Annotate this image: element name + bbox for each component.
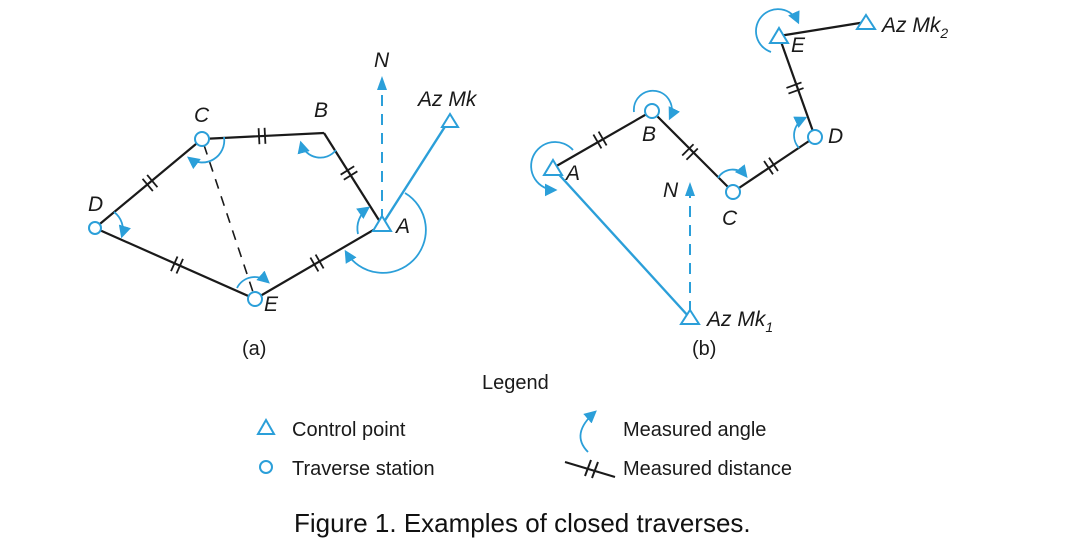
azimuth-mark-1-label: Az Mk1 bbox=[705, 308, 773, 335]
figure-caption: Figure 1. Examples of closed traverses. bbox=[294, 508, 751, 538]
sublabel-a: (a) bbox=[242, 338, 266, 360]
traverse-station-icon-b-b bbox=[644, 103, 660, 119]
legend-label-traverse-station: Traverse station bbox=[292, 458, 435, 480]
leg-b-b-c bbox=[651, 110, 734, 193]
station-label-b-b: B bbox=[642, 123, 656, 146]
double-tick-icon bbox=[564, 459, 616, 479]
traverse-legs-a bbox=[94, 131, 383, 301]
angle-arc-icon-b-c bbox=[717, 164, 748, 179]
angle-arc-icon-d bbox=[113, 211, 131, 239]
angle-arc-icon-b-d bbox=[793, 116, 808, 149]
angle-arc-icon-b-b bbox=[633, 89, 681, 121]
station-label-b-d: D bbox=[828, 125, 843, 148]
legend-label-control-point: Control point bbox=[292, 419, 406, 441]
traverse-station-icon-a-d bbox=[88, 221, 102, 235]
legend-label-measured-angle: Measured angle bbox=[623, 419, 766, 441]
leg-b-e-azmk2 bbox=[778, 20, 867, 38]
triangle-icon bbox=[256, 417, 276, 435]
diagram-b: N A B C D E Az Mk1 Az Mk2 (b) bbox=[530, 8, 948, 360]
station-label-a-a: A bbox=[394, 215, 410, 238]
legend-title: Legend bbox=[482, 372, 549, 394]
control-point-icon-b-e bbox=[768, 26, 790, 44]
angle-arc-icon-e bbox=[236, 270, 270, 289]
station-label-b-c: C bbox=[722, 207, 738, 230]
azimuth-line-a bbox=[380, 124, 448, 226]
station-label-a-c: C bbox=[194, 104, 210, 127]
angle-arc-icon-b bbox=[297, 140, 337, 159]
legend: Legend Control point Traverse station Me… bbox=[256, 372, 792, 480]
north-arrow-icon-b bbox=[685, 182, 695, 196]
sublabel-b: (b) bbox=[692, 338, 716, 360]
diagonal-c-e bbox=[203, 144, 254, 293]
traverse-station-icon-a-e bbox=[247, 291, 263, 307]
traverse-station-icon-a-c bbox=[194, 131, 210, 147]
diagram-a: N Az Mk A B C D E (a) bbox=[88, 49, 478, 360]
angle-arcs-b bbox=[530, 8, 808, 197]
leg-b-d-e bbox=[777, 35, 817, 138]
azimuth-mark-2-label: Az Mk2 bbox=[880, 14, 948, 41]
traverse-legs-b bbox=[552, 20, 867, 193]
station-label-a-b: B bbox=[314, 99, 328, 122]
station-label-b-e: E bbox=[791, 34, 806, 57]
traverse-station-icon-b-c bbox=[725, 184, 741, 200]
leg-b-c bbox=[201, 131, 325, 141]
control-point-icon-azmk1 bbox=[679, 308, 701, 325]
legend-label-measured-distance: Measured distance bbox=[623, 458, 792, 480]
distance-ticks-a bbox=[141, 127, 358, 274]
circle-icon bbox=[259, 460, 273, 474]
angle-arcs-a bbox=[113, 136, 427, 289]
control-point-icon-a-station-a bbox=[371, 214, 393, 232]
control-point-icon-azmk2 bbox=[855, 13, 877, 30]
traverse-station-icon-b-d bbox=[807, 129, 823, 145]
leg-a-b bbox=[323, 132, 383, 226]
station-label-a-e: E bbox=[264, 293, 279, 316]
north-label-b: N bbox=[663, 179, 679, 202]
azimuth-line-b1 bbox=[552, 167, 691, 319]
curved-arrow-icon bbox=[579, 410, 597, 453]
angle-arc-icon-c bbox=[186, 136, 226, 170]
angle-arc-icon-a-small bbox=[356, 206, 371, 235]
north-arrow-icon-a bbox=[377, 76, 387, 90]
angle-arc-icon-a-big bbox=[344, 192, 427, 274]
azimuth-mark-label-a: Az Mk bbox=[416, 88, 478, 111]
north-label-a: N bbox=[374, 49, 390, 72]
station-label-b-a: A bbox=[564, 162, 580, 185]
angle-arc-icon-b-e bbox=[755, 8, 800, 53]
control-point-icon-b-a bbox=[542, 158, 564, 176]
distance-ticks-b bbox=[592, 81, 804, 175]
station-label-a-d: D bbox=[88, 193, 103, 216]
angle-arc-icon-b-a bbox=[530, 141, 574, 197]
leg-e-a bbox=[254, 224, 383, 300]
leg-c-d bbox=[94, 138, 203, 229]
control-point-icon-azmk-a bbox=[440, 112, 460, 128]
